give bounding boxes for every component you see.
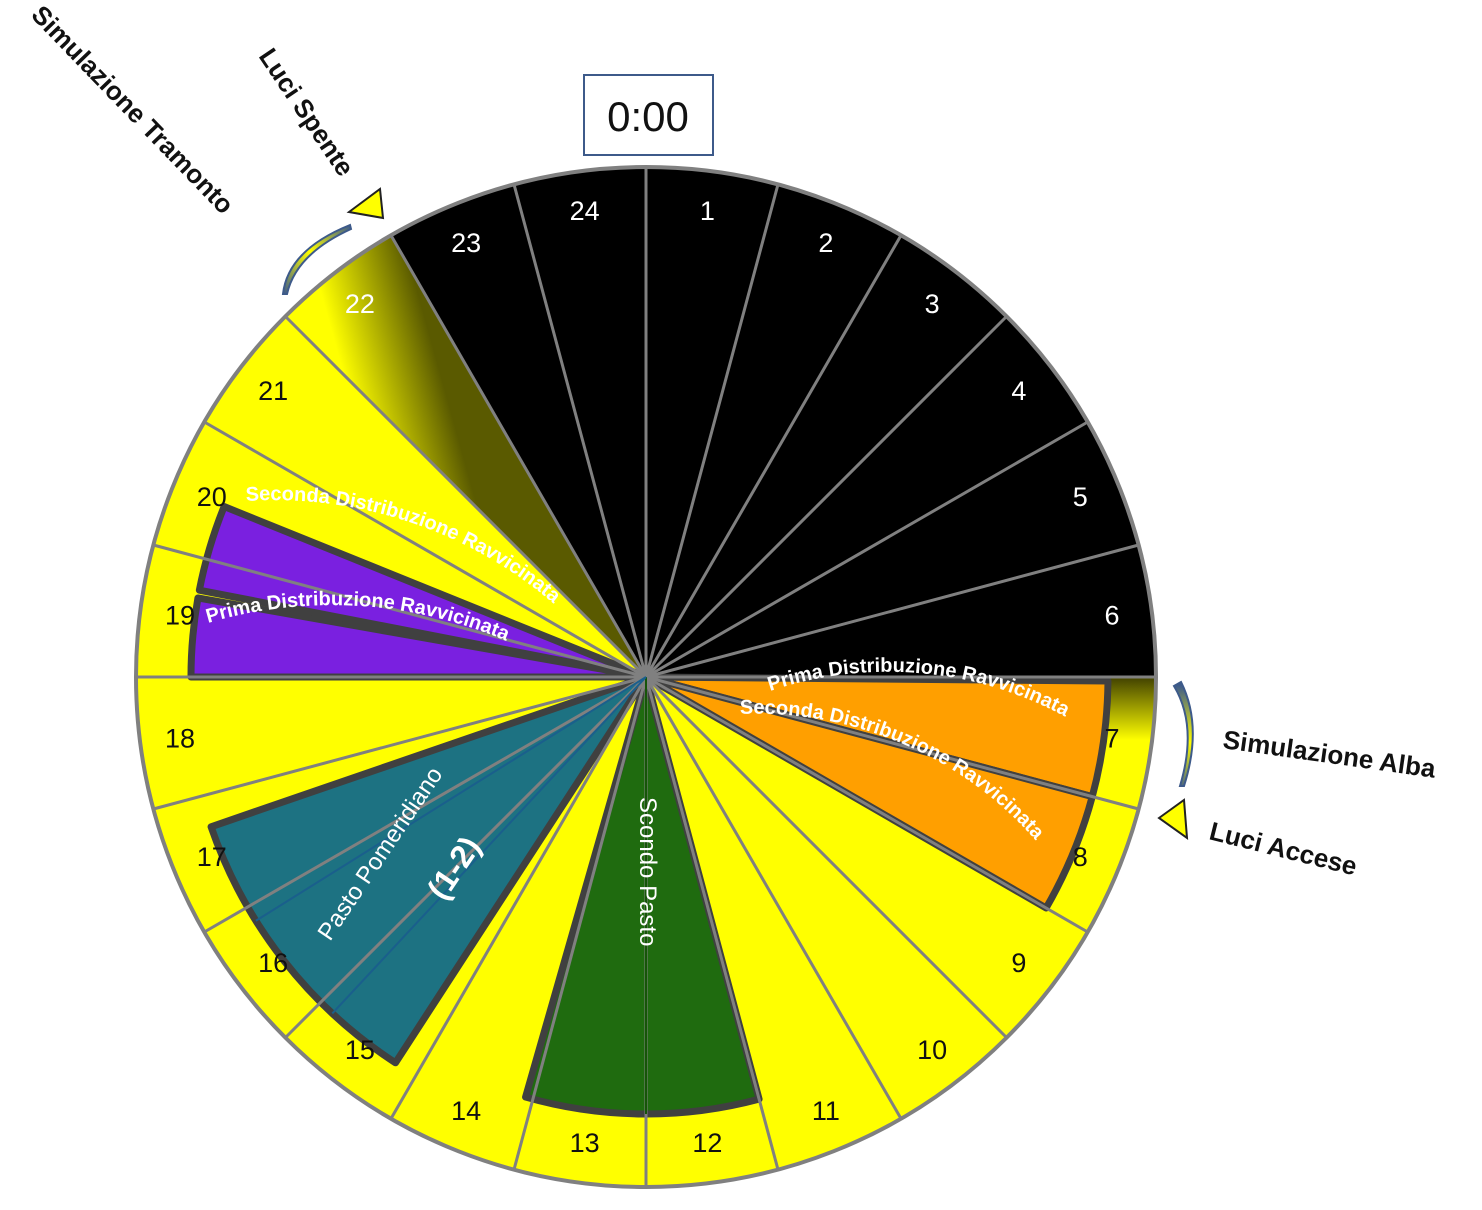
hour-label-5: 5 (1073, 482, 1088, 512)
lights-on-label: Luci Accese (1207, 816, 1361, 882)
hour-label-23: 23 (451, 228, 481, 258)
clock-rim (134, 165, 1158, 1189)
afternoon-meal-band (207, 673, 650, 1067)
hour-label-2: 2 (818, 228, 833, 258)
hour-divider (284, 315, 648, 679)
lights-off-triangle-icon (346, 187, 385, 220)
hour-label-20: 20 (197, 482, 227, 512)
hour-divider (644, 676, 780, 1171)
second-meal-band (522, 673, 763, 1118)
hour-dividers (136, 167, 1156, 1187)
hour-label-22: 22 (345, 289, 375, 319)
hour-divider (203, 675, 647, 934)
hour-sector-14 (391, 677, 646, 1170)
hour-divider (152, 675, 647, 811)
hour-divider (645, 543, 1140, 679)
hour-sector-9 (646, 677, 1088, 1038)
hour-sector-10 (646, 677, 1007, 1119)
lights-on-triangle-icon (1157, 798, 1189, 841)
wedge-inner-divider (331, 676, 647, 1015)
hour-divider (203, 420, 647, 679)
hour-divider (645, 675, 1089, 934)
hour-label-9: 9 (1011, 948, 1026, 978)
sunset-arrow-icon (281, 223, 353, 295)
hour-label-8: 8 (1073, 842, 1088, 872)
hour-divider (644, 183, 780, 678)
hour-sector-21 (204, 316, 647, 677)
hour-label-18: 18 (165, 723, 195, 753)
hour-divider (152, 543, 647, 679)
lights-off-label: Luci Spente (253, 43, 360, 182)
hour-sector-3 (646, 235, 1007, 678)
hour-divider (645, 420, 1089, 679)
hour-divider (644, 234, 903, 678)
hour-divider (284, 675, 648, 1039)
sunset-label: Simulazione Tramonto (26, 0, 240, 220)
hour-sector-5 (646, 422, 1139, 677)
hour-label-11: 11 (812, 1096, 840, 1126)
sunrise-label: Simulazione Alba (1221, 724, 1438, 784)
hour-sector-23 (391, 184, 646, 678)
hour-label-21: 21 (258, 376, 288, 406)
hour-divider (512, 676, 648, 1171)
hour-divider (644, 675, 1008, 1039)
time-box (583, 74, 714, 156)
hour-divider (644, 676, 903, 1120)
hour-label-10: 10 (917, 1035, 947, 1065)
hour-label-7: 7 (1104, 723, 1119, 753)
hour-label-1: 1 (700, 196, 715, 226)
hour-label-17: 17 (197, 842, 227, 872)
wedge-inner-divider (255, 676, 647, 922)
hour-label-15: 15 (345, 1035, 375, 1065)
hour-label-14: 14 (451, 1096, 481, 1126)
evening-second-distribution-band (195, 503, 650, 681)
hour-divider (389, 234, 648, 678)
hour-divider (644, 315, 1008, 679)
hour-sector-4 (646, 316, 1088, 677)
sunrise-arrow-icon (1172, 680, 1194, 787)
hour-label-16: 16 (258, 948, 288, 978)
hour-label-6: 6 (1104, 601, 1119, 631)
hour-divider (645, 675, 1140, 811)
second-meal-label: Scondo Pasto (634, 797, 661, 946)
time-label: 0:00 (607, 93, 689, 140)
hour-divider (512, 183, 648, 678)
hour-label-19: 19 (165, 601, 195, 631)
hour-sector-20 (153, 422, 647, 677)
hour-sector-11 (646, 677, 901, 1170)
hour-sector-22 (285, 235, 646, 678)
hour-label-12: 12 (692, 1128, 722, 1158)
hour-sector-2 (646, 184, 901, 678)
hour-label-24: 24 (570, 196, 600, 226)
hour-label-4: 4 (1011, 376, 1026, 406)
hour-label-3: 3 (925, 289, 940, 319)
hour-label-13: 13 (570, 1128, 600, 1158)
hour-divider (389, 676, 648, 1120)
